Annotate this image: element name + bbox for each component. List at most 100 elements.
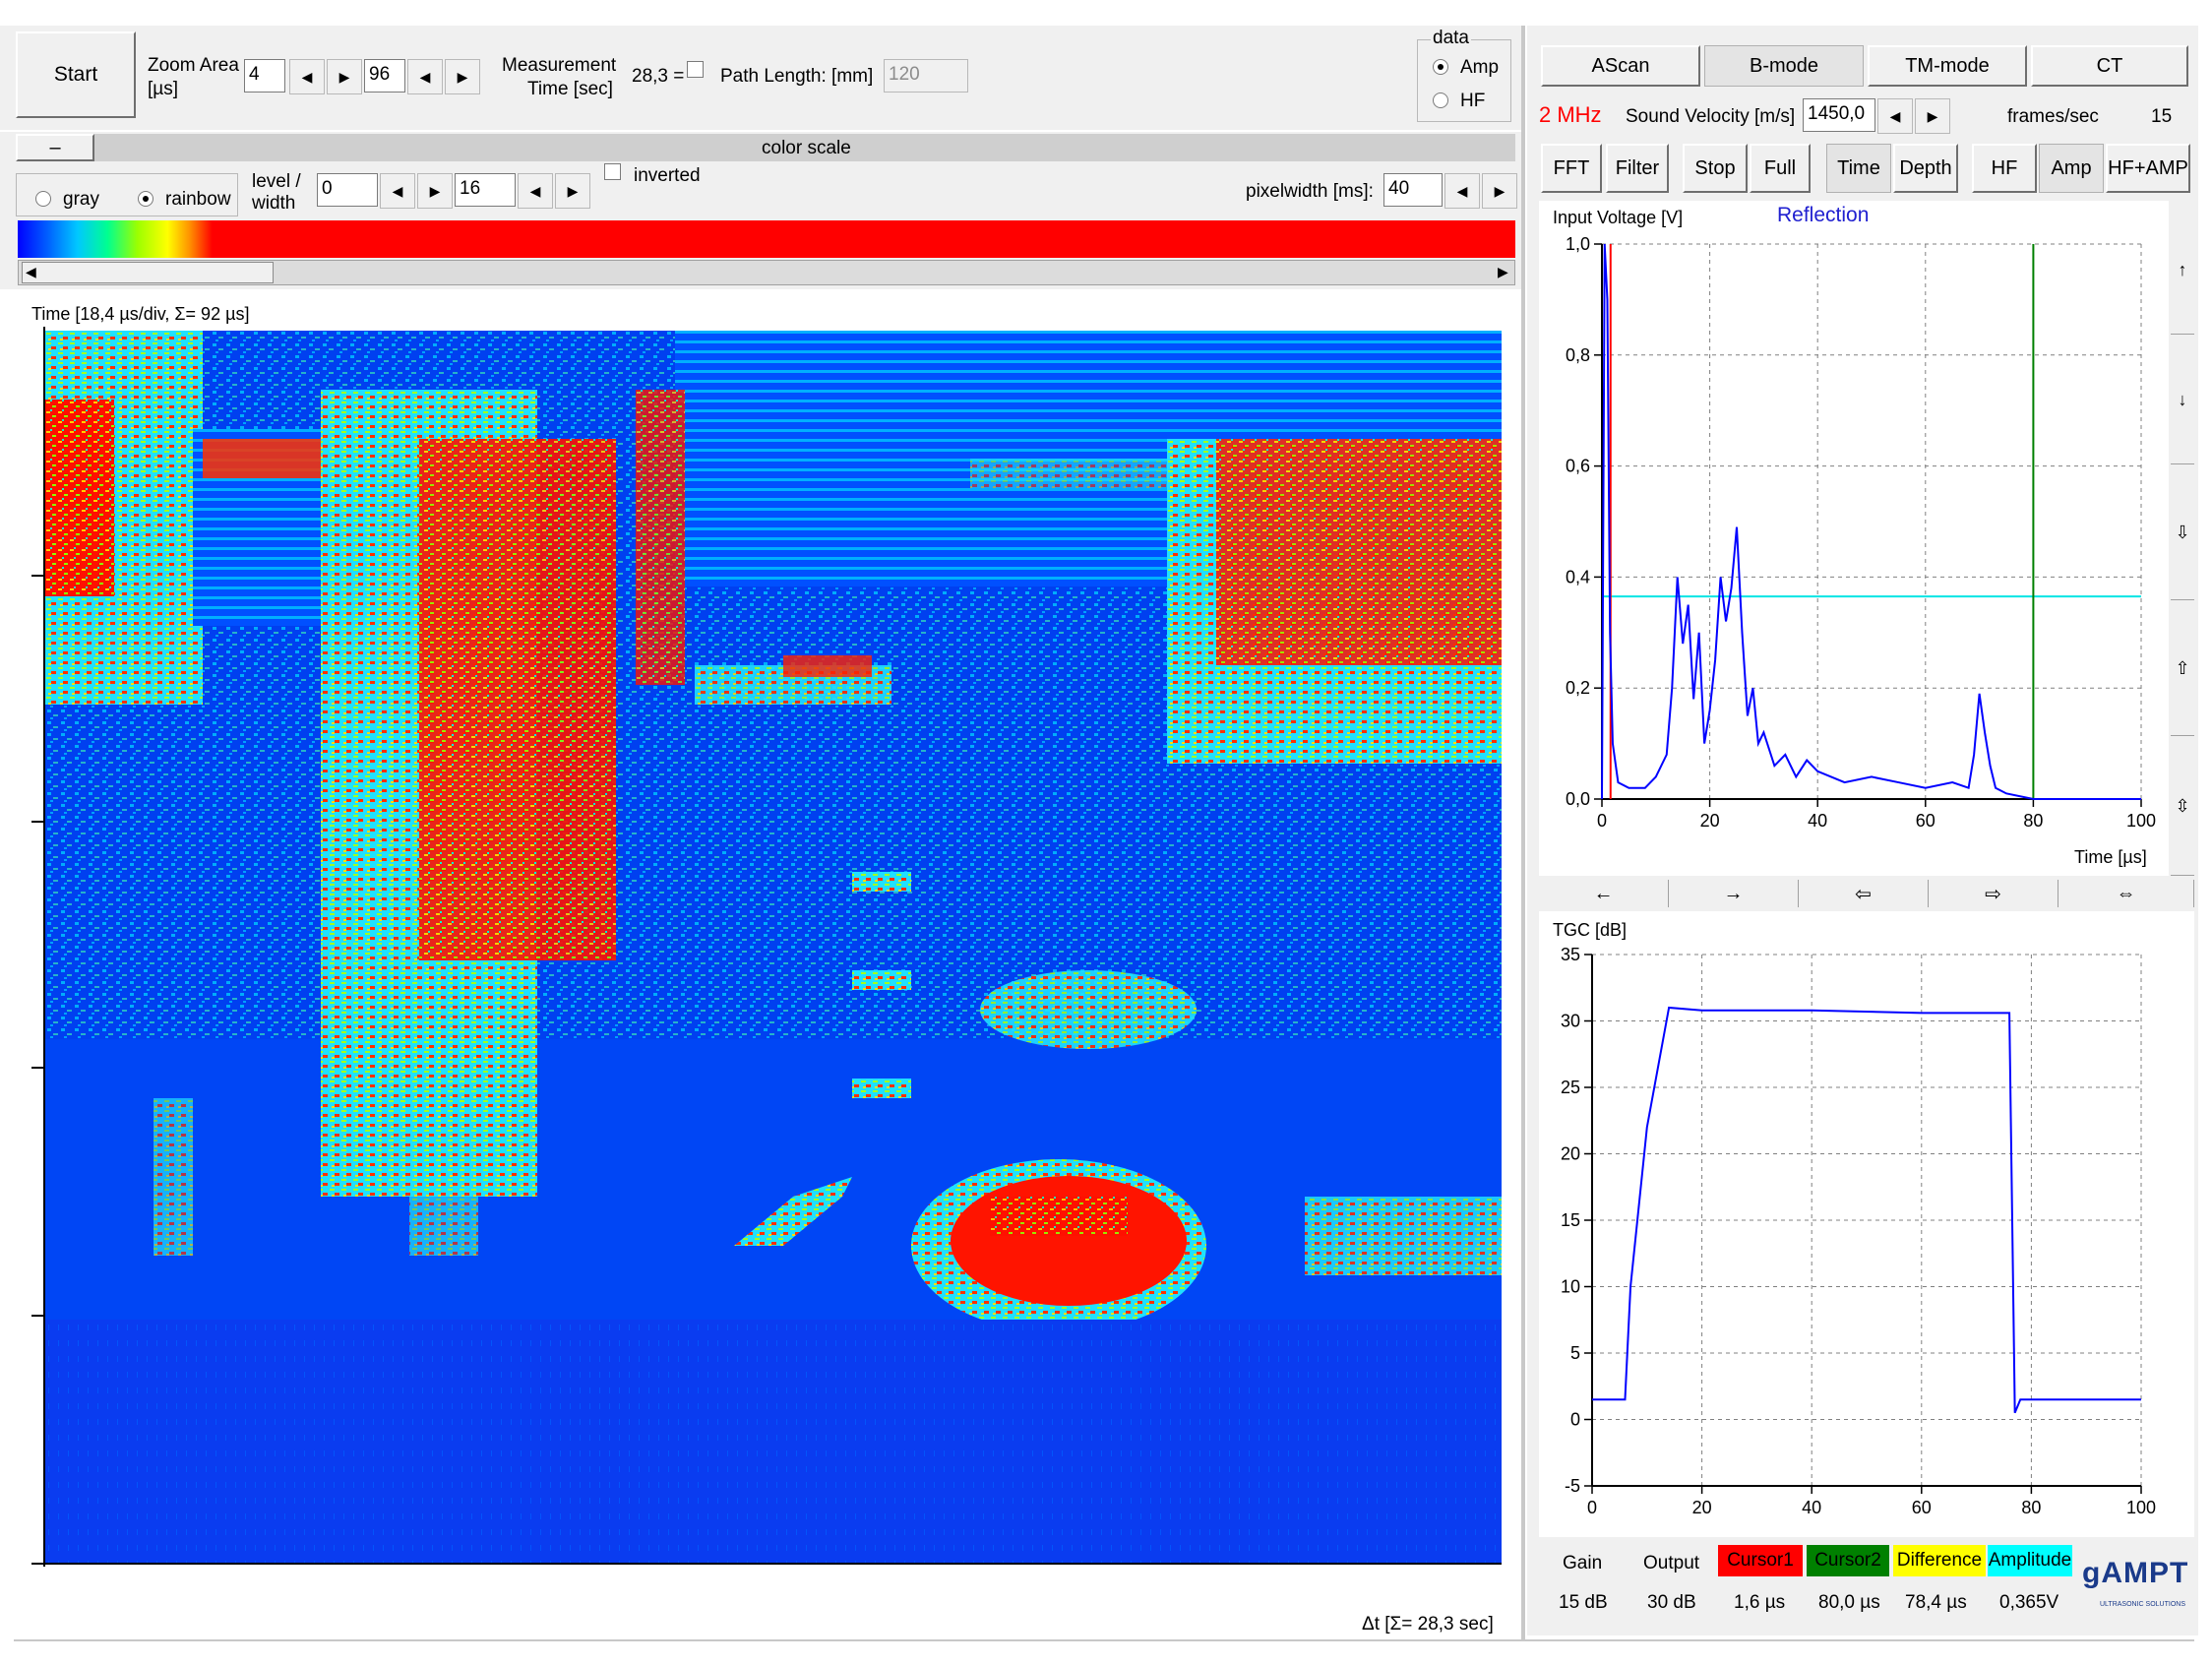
y-tick-label: -5	[1565, 1476, 1580, 1496]
data-amp-radio[interactable]	[1433, 59, 1448, 75]
zoom-start-input[interactable]: 4	[244, 59, 285, 92]
bmode-footer-label: Δt [Σ= 28,3 sec]	[1362, 1614, 1494, 1634]
stop-button[interactable]: Stop	[1683, 144, 1748, 193]
tgc-ylabel: TGC [dB]	[1553, 920, 1628, 940]
gampt-logo: gAMPT	[2082, 1557, 2189, 1589]
bmode-axis-tick-1	[31, 575, 43, 577]
x-tick-label: 40	[1802, 1498, 1821, 1517]
inverted-checkbox[interactable]	[604, 163, 621, 180]
y-tick-label: 30	[1561, 1012, 1580, 1031]
zoom-start-left-arrow[interactable]: ◀	[289, 59, 325, 94]
fps-label: frames/sec	[2007, 106, 2099, 127]
y-tick-label: 0,2	[1566, 678, 1590, 698]
ascan-chart: 0 20 40 60 80 100 0,0 0,2 0,4 0,6 0,8 1,0	[1566, 234, 2156, 831]
x-tick-label: 0	[1587, 1498, 1597, 1517]
y-tick-label: 35	[1561, 945, 1580, 964]
zoom-in-y-icon[interactable]: ⇩	[2171, 466, 2194, 600]
velocity-left-arrow[interactable]: ◀	[1877, 98, 1913, 134]
y-tick-label: 0,6	[1566, 457, 1590, 476]
sound-velocity-label: Sound Velocity [m/s]	[1626, 106, 1796, 127]
zoom-in-x-icon[interactable]: ⇨	[1929, 880, 2058, 907]
width-label: width	[252, 193, 296, 214]
colorscale-scroll-right-icon[interactable]: ▶	[1498, 264, 1508, 279]
bmode-axis-label: Time [18,4 µs/div, Σ= 92 µs]	[31, 304, 250, 324]
colorscale-collapse-button[interactable]: –	[16, 134, 94, 161]
zoom-end-left-arrow[interactable]: ◀	[407, 59, 443, 94]
hf-button[interactable]: HF	[1972, 144, 2037, 193]
sound-velocity-input[interactable]: 1450,0	[1803, 98, 1875, 132]
gray-label: gray	[63, 189, 99, 210]
cursor1-value: 1,6 µs	[1734, 1592, 1786, 1613]
full-button[interactable]: Full	[1750, 144, 1811, 193]
frequency-label: 2 MHz	[1539, 102, 1602, 127]
zoom-area-unit: [µs]	[148, 79, 179, 99]
level-left-arrow[interactable]: ◀	[380, 173, 415, 209]
scroll-up-icon[interactable]: ↑	[2171, 207, 2194, 335]
tgc-trace	[1592, 1006, 2141, 1414]
pixelwidth-input[interactable]: 40	[1383, 173, 1443, 207]
bmode-axis-tick-2	[31, 821, 43, 823]
measurement-unit: Time [sec]	[527, 79, 613, 99]
depth-button[interactable]: Depth	[1893, 144, 1958, 193]
y-tick-label: 0,0	[1566, 789, 1590, 809]
width-left-arrow[interactable]: ◀	[518, 173, 553, 209]
output-value: 30 dB	[1647, 1592, 1696, 1613]
tab-ct[interactable]: CT	[2031, 45, 2188, 87]
colorscale-title: color scale	[762, 138, 851, 158]
bmode-axis-tick-3	[31, 1067, 43, 1069]
gampt-logo-sub: ULTRASONIC SOLUTIONS	[2100, 1601, 2185, 1608]
level-right-arrow[interactable]: ▶	[417, 173, 453, 209]
ascan-xlabel: Time [µs]	[2074, 847, 2147, 867]
y-tick-label: 0	[1570, 1410, 1580, 1430]
x-tick-label: 20	[1700, 811, 1720, 831]
zoom-out-x-icon[interactable]: ⇦	[1799, 880, 1929, 907]
colorscale-scroll-left-icon[interactable]: ◀	[26, 264, 36, 279]
rainbow-radio[interactable]	[138, 191, 154, 207]
filter-button[interactable]: Filter	[1606, 144, 1669, 193]
zoom-end-input[interactable]: 96	[364, 59, 405, 92]
difference-label: Difference	[1893, 1545, 1986, 1576]
tab-bmode[interactable]: B-mode	[1704, 45, 1864, 87]
y-tick-label: 1,0	[1566, 234, 1590, 254]
x-tick-label: 80	[2021, 1498, 2041, 1517]
pan-right-icon[interactable]: →	[1669, 880, 1799, 907]
fit-y-icon[interactable]: ⇳	[2171, 738, 2194, 876]
path-length-input[interactable]: 120	[884, 59, 968, 92]
ascan-ylabel: Input Voltage [V]	[1553, 208, 1684, 227]
width-input[interactable]: 16	[455, 173, 516, 207]
inverted-label: inverted	[634, 165, 701, 186]
data-hf-radio[interactable]	[1433, 92, 1448, 108]
amplitude-value: 0,365V	[1999, 1592, 2059, 1613]
gray-radio[interactable]	[35, 191, 51, 207]
fit-x-icon[interactable]: ⇔	[2058, 880, 2194, 907]
tab-tmmode[interactable]: TM-mode	[1868, 45, 2027, 87]
pixelwidth-left-arrow[interactable]: ◀	[1444, 173, 1480, 209]
measurement-checkbox[interactable]	[687, 61, 704, 78]
y-tick-label: 10	[1561, 1277, 1580, 1297]
start-button[interactable]: Start	[16, 31, 136, 118]
level-input[interactable]: 0	[317, 173, 378, 207]
zoom-end-right-arrow[interactable]: ▶	[445, 59, 480, 94]
hfamp-button[interactable]: HF+AMP	[2106, 144, 2190, 193]
ascan-chart-area	[1539, 201, 2169, 876]
pan-left-icon[interactable]: ←	[1539, 880, 1669, 907]
time-button[interactable]: Time	[1826, 144, 1891, 193]
velocity-right-arrow[interactable]: ▶	[1915, 98, 1950, 134]
colorscale-scroll-thumb[interactable]	[22, 262, 274, 283]
colorscale-titlebar	[94, 134, 1515, 161]
zoom-start-right-arrow[interactable]: ▶	[327, 59, 362, 94]
amp-button[interactable]: Amp	[2039, 144, 2104, 193]
tab-ascan[interactable]: AScan	[1541, 45, 1700, 87]
width-right-arrow[interactable]: ▶	[555, 173, 590, 209]
measurement-value: 28,3 =	[632, 66, 685, 87]
bottom-divider	[14, 1639, 2194, 1641]
scroll-down-icon[interactable]: ↓	[2171, 337, 2194, 464]
y-tick-label: 25	[1561, 1078, 1580, 1097]
zoom-out-y-icon[interactable]: ⇧	[2171, 602, 2194, 736]
fft-button[interactable]: FFT	[1541, 144, 1602, 193]
data-hf-label: HF	[1460, 91, 1486, 111]
pixelwidth-right-arrow[interactable]: ▶	[1482, 173, 1517, 209]
bmode-bottom-axis	[43, 1563, 1502, 1565]
x-tick-label: 0	[1597, 811, 1607, 831]
level-label: level /	[252, 171, 301, 192]
